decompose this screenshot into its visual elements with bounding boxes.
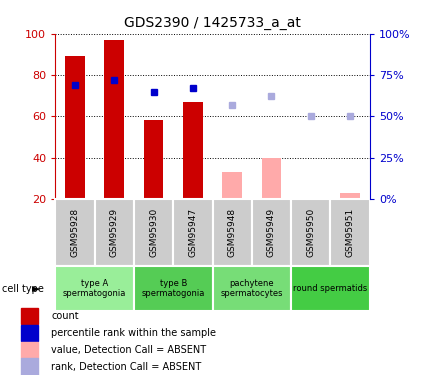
Bar [340, 193, 360, 199]
Text: GSM95929: GSM95929 [110, 208, 119, 257]
Bar [212, 199, 252, 266]
Bar [144, 120, 163, 199]
Bar [55, 199, 94, 266]
Bar [21, 358, 38, 375]
Text: GSM95949: GSM95949 [267, 208, 276, 257]
Title: GDS2390 / 1425733_a_at: GDS2390 / 1425733_a_at [124, 16, 301, 30]
Bar [65, 57, 85, 199]
Bar [21, 342, 38, 358]
Text: round spermatids: round spermatids [293, 284, 368, 293]
Bar [173, 199, 212, 266]
Text: value, Detection Call = ABSENT: value, Detection Call = ABSENT [51, 345, 206, 355]
Text: type B
spermatogonia: type B spermatogonia [142, 279, 205, 298]
Text: rank, Detection Call = ABSENT: rank, Detection Call = ABSENT [51, 362, 201, 372]
Text: cell type: cell type [2, 284, 44, 294]
Text: GSM95928: GSM95928 [71, 208, 79, 257]
Text: percentile rank within the sample: percentile rank within the sample [51, 328, 216, 338]
Text: ►: ► [32, 284, 40, 294]
Text: GSM95947: GSM95947 [188, 208, 197, 257]
Text: pachytene
spermatocytes: pachytene spermatocytes [221, 279, 283, 298]
Bar [331, 199, 370, 266]
Bar [21, 325, 38, 341]
Text: GSM95950: GSM95950 [306, 208, 315, 257]
Bar [134, 199, 173, 266]
Bar [222, 172, 242, 199]
Bar [105, 40, 124, 199]
Bar [94, 199, 134, 266]
Bar [291, 199, 331, 266]
Bar [183, 102, 203, 199]
Text: type A
spermatogonia: type A spermatogonia [63, 279, 126, 298]
Text: GSM95951: GSM95951 [346, 208, 354, 257]
Text: GSM95948: GSM95948 [228, 208, 237, 257]
Bar [262, 158, 281, 199]
Bar [21, 308, 38, 324]
Text: GSM95930: GSM95930 [149, 208, 158, 257]
Text: count: count [51, 311, 79, 321]
Bar [252, 199, 291, 266]
